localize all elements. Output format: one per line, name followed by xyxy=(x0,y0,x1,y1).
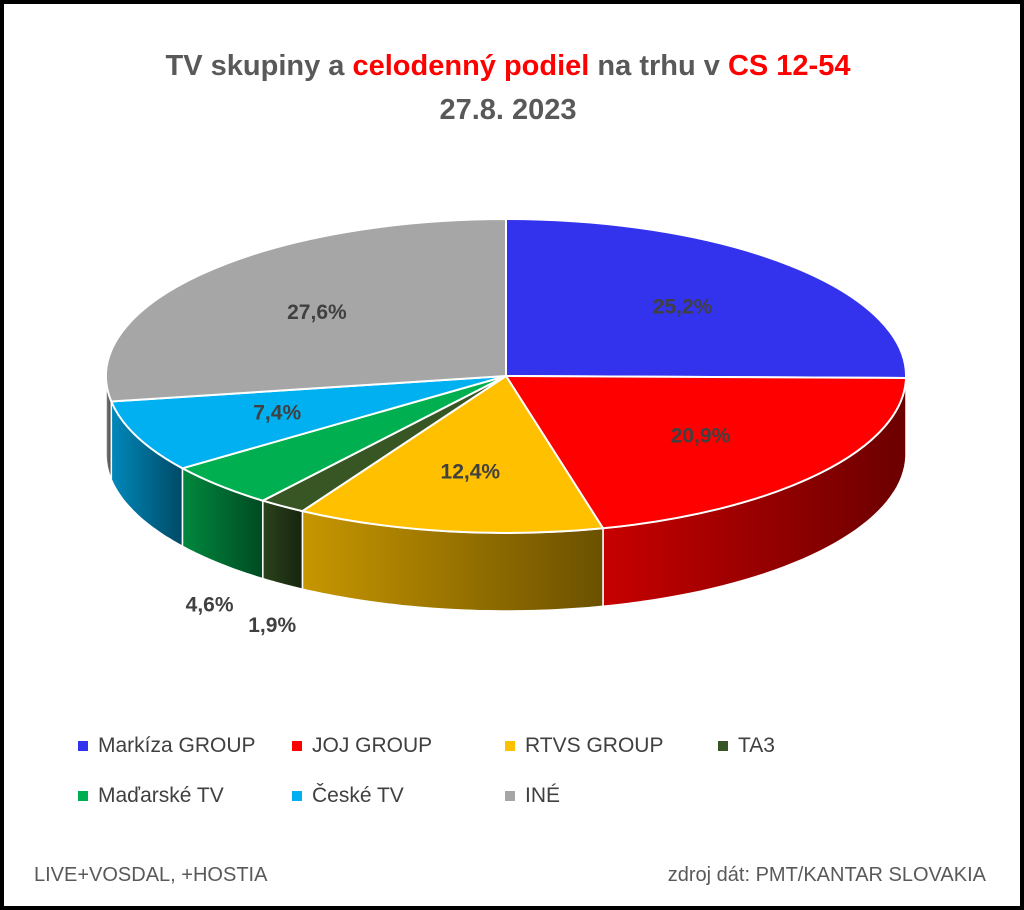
data-label-ta3: 1,9% xyxy=(248,614,296,637)
data-label-joj-group: 20,9% xyxy=(671,424,731,447)
legend-swatch-markiza xyxy=(78,741,88,751)
pie-sides xyxy=(105,376,907,612)
legend-item-markiza: Markíza GROUP xyxy=(78,734,256,758)
slice-ine xyxy=(104,217,507,403)
data-label-ine: 27,6% xyxy=(287,301,347,324)
slice-markiza-group xyxy=(505,217,908,380)
legend-item-rtvs: RTVS GROUP xyxy=(505,734,663,758)
legend-item-madarske: Maďarské TV xyxy=(78,784,224,808)
legend-swatch-madarske xyxy=(78,791,88,801)
legend-label-markiza: Markíza GROUP xyxy=(98,734,256,757)
title-highlight-target: CS 12-54 xyxy=(727,50,851,82)
title-highlight-share: celodenný podiel xyxy=(352,50,590,82)
legend-label-madarske: Maďarské TV xyxy=(98,784,224,807)
slice-side-ta3 xyxy=(262,499,304,591)
chart-title: TV skupiny a celodenný podiel na trhu v … xyxy=(0,50,1016,83)
data-label-markiza-group: 25,2% xyxy=(653,296,713,319)
footnote-source: zdroj dát: PMT/KANTAR SLOVAKIA xyxy=(667,864,986,886)
data-label-rtvs-group: 12,4% xyxy=(441,460,501,483)
legend-label-ine: INÉ xyxy=(525,784,561,807)
slice-joj-group xyxy=(504,374,908,530)
legend-swatch-ceske xyxy=(292,791,302,801)
slice-ceske-tv xyxy=(109,375,507,470)
legend-swatch-rtvs xyxy=(505,741,515,751)
legend-item-ine: INÉ xyxy=(505,784,560,808)
legend-swatch-ine xyxy=(505,791,515,801)
legend-label-ceske: České TV xyxy=(312,784,404,807)
data-label-madarske-tv: 4,6% xyxy=(186,594,234,617)
chart-date: 27.8. 2023 xyxy=(439,94,577,126)
legend-label-rtvs: RTVS GROUP xyxy=(525,734,664,757)
legend-label-joj: JOJ GROUP xyxy=(312,734,433,757)
legend-label-ta3: TA3 xyxy=(738,734,775,757)
legend-item-ceske: České TV xyxy=(292,784,404,808)
legend-swatch-ta3 xyxy=(718,741,728,751)
legend-swatch-joj xyxy=(292,741,302,751)
pie-labels: 25,2% 20,9% 12,4% 1,9% 4,6% 7,4% 27,6% xyxy=(186,296,731,637)
footnote-left: LIVE+VOSDAL, +HOSTIA xyxy=(34,864,268,886)
data-label-ceske-tv: 7,4% xyxy=(253,402,301,425)
slice-rtvs-group xyxy=(299,374,605,534)
title-part1: TV skupiny a xyxy=(165,50,353,82)
legend-item-joj: JOJ GROUP xyxy=(292,734,432,758)
title-part2: na trhu v xyxy=(589,50,728,82)
pie-top xyxy=(104,217,908,534)
legend-item-ta3: TA3 xyxy=(718,734,775,758)
